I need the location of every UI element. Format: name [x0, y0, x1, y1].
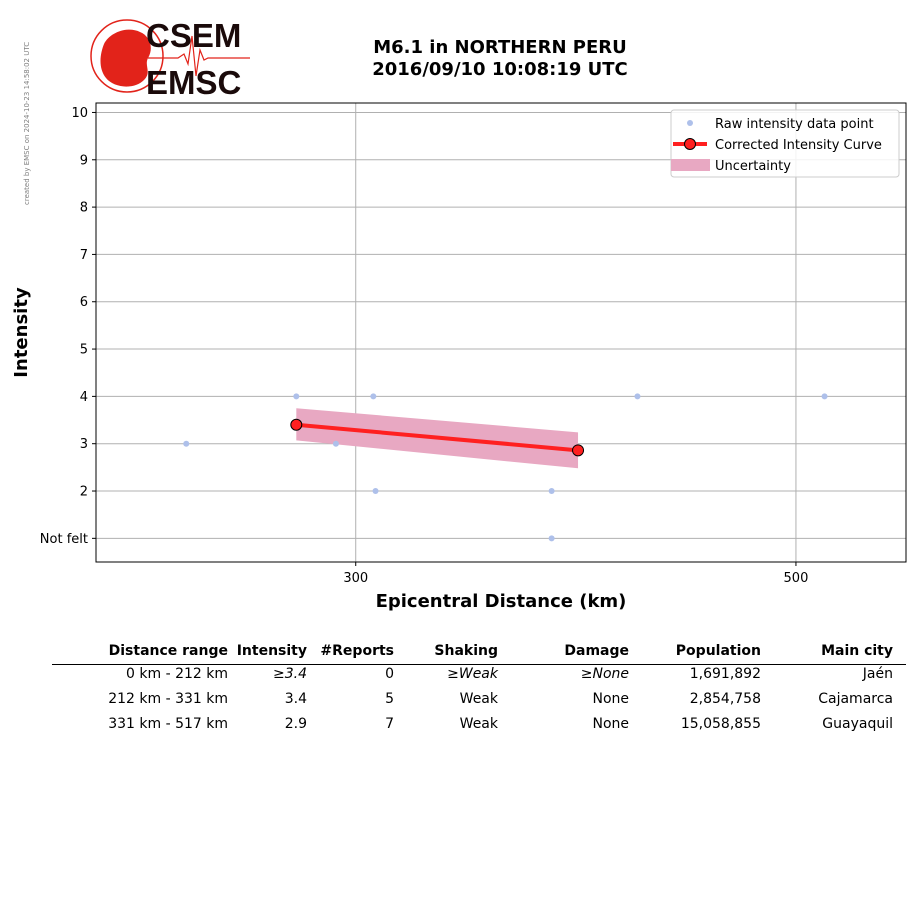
- legend-box: [670, 109, 900, 178]
- raw-intensity-point: [634, 393, 641, 400]
- table-cell: 7: [385, 716, 394, 732]
- table-cell: 5: [385, 691, 394, 707]
- y-tick-label: Not felt: [40, 532, 88, 547]
- table-header-cell: Population: [675, 643, 761, 659]
- y-tick-label: 8: [80, 201, 88, 216]
- raw-intensity-point: [183, 440, 190, 447]
- legend-label: Uncertainty: [715, 159, 791, 174]
- x-axis-label: Epicentral Distance (km): [376, 591, 627, 612]
- csem-emsc-logo: CSEM EMSC: [90, 17, 250, 100]
- curve-marker: [572, 444, 585, 457]
- intensity-chart: Not felt 2 3 4 5 6 7 8 9 10 300 500 Epicentral Dista…: [11, 102, 907, 612]
- y-tick-label: 10: [71, 106, 88, 121]
- legend-raw-point-swatch: [687, 120, 693, 126]
- chart-title: M6.1 in NORTHERN PERU 2016/09/10 10:08:1…: [300, 37, 700, 81]
- table-cell: None: [592, 716, 629, 732]
- legend-label: Corrected Intensity Curve: [715, 138, 882, 153]
- raw-intensity-point: [332, 440, 339, 447]
- table-cell: Cajamarca: [818, 691, 893, 707]
- table-header-cell: #Reports: [320, 643, 394, 659]
- table-row: 212 km - 331 km 3.4 5 Weak None 2,854,758 Caja…: [52, 689, 906, 714]
- legend-curve-swatch-marker: [684, 138, 696, 150]
- table-header-cell: Shaking: [434, 643, 498, 659]
- corrected-intensity-curve: [296, 422, 579, 453]
- x-tick-label: 500: [784, 571, 809, 586]
- raw-intensity-point: [548, 488, 555, 495]
- y-tick-label: 9: [80, 153, 88, 168]
- legend-band-swatch: [671, 159, 710, 171]
- table-header-row: Distance range Intensity #Reports Shaking Da…: [52, 641, 906, 664]
- x-tick-label: 300: [343, 571, 368, 586]
- y-axis-label: Intensity: [11, 287, 32, 378]
- table-cell: ≥None: [580, 666, 629, 682]
- table-cell: 0 km - 212 km: [126, 666, 228, 682]
- table-cell: 212 km - 331 km: [108, 691, 228, 707]
- y-tick-label: 4: [80, 390, 88, 405]
- table-row: 331 km - 517 km 2.9 7 Weak None 15,058,855 Gua…: [52, 714, 906, 739]
- table-header-cell: Distance range: [108, 643, 228, 659]
- table-cell: ≥3.4: [273, 666, 307, 682]
- plot-frame: [95, 102, 907, 563]
- table-cell: 0: [385, 666, 394, 682]
- table-cell: Weak: [459, 716, 498, 732]
- svg-text:CSEM: CSEM: [146, 17, 241, 54]
- raw-intensity-point: [372, 488, 379, 495]
- curve-marker: [290, 418, 303, 431]
- intensity-table: Distance range Intensity #Reports Shaking Da…: [52, 641, 906, 739]
- y-tick-label: 6: [80, 295, 88, 310]
- y-tick-label: 7: [80, 248, 88, 263]
- y-tick-label: 5: [80, 343, 88, 358]
- table-header-rule: [52, 664, 906, 665]
- raw-intensity-point: [821, 393, 828, 400]
- table-cell: None: [592, 691, 629, 707]
- table-cell: 3.4: [284, 691, 307, 707]
- table-cell: Guayaquil: [822, 716, 893, 732]
- table-header-cell: Damage: [564, 643, 629, 659]
- raw-intensity-point: [370, 393, 377, 400]
- table-row: 0 km - 212 km ≥3.4 0 ≥Weak ≥None 1,691,892 Jaé…: [52, 664, 906, 689]
- title-line-1: M6.1 in NORTHERN PERU: [373, 37, 627, 58]
- table-cell: ≥Weak: [447, 666, 498, 682]
- table-cell: 15,058,855: [680, 716, 761, 732]
- raw-intensity-point: [293, 393, 300, 400]
- table-header-cell: Main city: [821, 643, 893, 659]
- table-cell: 1,691,892: [689, 666, 761, 682]
- svg-text:EMSC: EMSC: [146, 64, 241, 100]
- table-cell: Weak: [459, 691, 498, 707]
- legend-label: Raw intensity data point: [715, 117, 874, 132]
- table-cell: 331 km - 517 km: [108, 716, 228, 732]
- raw-intensity-point: [548, 535, 555, 542]
- title-line-2: 2016/09/10 10:08:19 UTC: [372, 59, 628, 80]
- table-cell: Jaén: [862, 666, 893, 682]
- y-tick-label: 3: [80, 437, 88, 452]
- y-tick-label: 2: [80, 485, 88, 500]
- table-cell: 2.9: [284, 716, 307, 732]
- table-header-cell: Intensity: [236, 643, 307, 659]
- table-cell: 2,854,758: [689, 691, 761, 707]
